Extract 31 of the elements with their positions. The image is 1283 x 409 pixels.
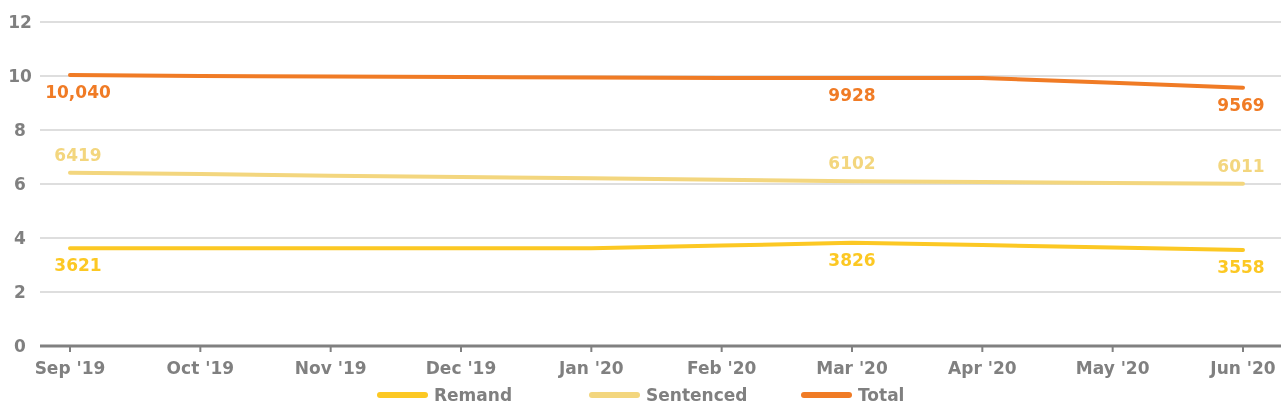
annotation: 10,040 bbox=[45, 81, 111, 102]
annotation: 9928 bbox=[828, 84, 876, 105]
x-tick-label: Feb '20 bbox=[686, 358, 757, 378]
y-tick-label: 2 bbox=[14, 282, 26, 302]
y-tick-label: 12 bbox=[8, 12, 32, 32]
annotation: 3826 bbox=[828, 249, 876, 270]
x-tick-label: Mar '20 bbox=[816, 358, 888, 378]
annotation: 6419 bbox=[54, 144, 102, 165]
annotation: 6102 bbox=[828, 153, 876, 174]
y-tick-label: 4 bbox=[14, 228, 27, 248]
legend-label: Remand bbox=[434, 385, 513, 405]
x-tick-label: Apr '20 bbox=[948, 358, 1017, 378]
legend-label: Sentenced bbox=[646, 385, 748, 405]
annotation: 3558 bbox=[1217, 256, 1265, 277]
y-tick-label: 8 bbox=[14, 120, 26, 140]
legend-label: Total bbox=[858, 385, 905, 405]
line-series bbox=[68, 240, 1245, 252]
annotation: 9569 bbox=[1217, 94, 1265, 115]
annotation: 6011 bbox=[1217, 155, 1265, 176]
y-tick-label: 10 bbox=[8, 66, 32, 86]
x-tick-label: Jan '20 bbox=[557, 358, 624, 378]
annotation: 3621 bbox=[54, 255, 102, 276]
x-tick-label: Oct '19 bbox=[166, 358, 235, 378]
x-tick-label: May '20 bbox=[1075, 358, 1150, 378]
x-tick-label: Sep '19 bbox=[34, 358, 106, 378]
y-tick-label: 6 bbox=[14, 174, 26, 194]
line-series bbox=[68, 170, 1245, 186]
y-tick-label: 0 bbox=[14, 336, 27, 356]
x-tick-label: Dec '19 bbox=[425, 358, 497, 378]
x-tick-label: Jun '20 bbox=[1209, 358, 1276, 378]
x-tick-label: Nov '19 bbox=[294, 358, 367, 378]
